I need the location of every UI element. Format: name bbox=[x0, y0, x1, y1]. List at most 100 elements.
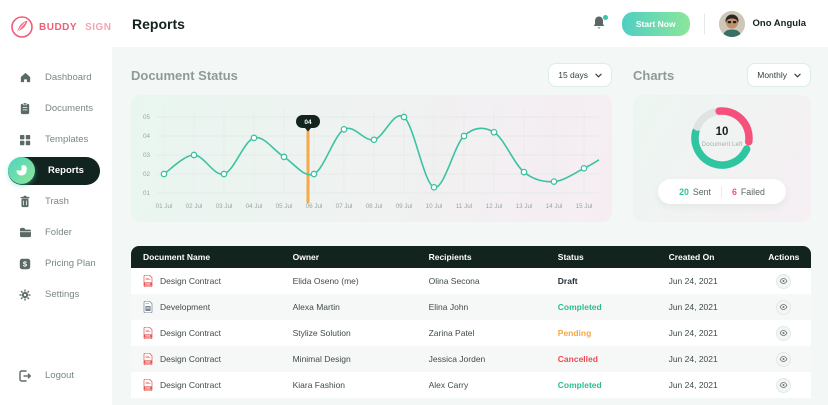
svg-text:PDF: PDF bbox=[145, 334, 151, 338]
eye-icon bbox=[779, 356, 788, 362]
document-name: Design Contract bbox=[160, 328, 221, 338]
table-header-row: Document Name Owner Recipients Status Cr… bbox=[131, 246, 811, 268]
notifications-button[interactable] bbox=[592, 14, 608, 33]
svg-text:04: 04 bbox=[304, 119, 312, 126]
table-row[interactable]: PDF Design Contract Elida Oseno (me) Olina … bbox=[131, 268, 811, 294]
table-body: PDF Design Contract Elida Oseno (me) Olina … bbox=[131, 268, 811, 398]
recipients-cell: Olina Secona bbox=[428, 276, 480, 286]
documents-left-label: Document Left bbox=[701, 140, 743, 148]
svg-text:04 Jul: 04 Jul bbox=[246, 203, 263, 210]
sidebar-item-label: Settings bbox=[45, 289, 80, 300]
header-divider bbox=[703, 13, 705, 34]
sent-count: 20 bbox=[679, 186, 689, 197]
gear-icon bbox=[18, 288, 32, 302]
svg-text:06 Jul: 06 Jul bbox=[306, 203, 323, 210]
grid-icon bbox=[18, 133, 32, 147]
notification-dot bbox=[602, 14, 608, 20]
document-name: Design Contract bbox=[160, 354, 221, 364]
app-logo: BUDDY SIGN bbox=[0, 0, 112, 40]
view-document-button[interactable] bbox=[776, 273, 792, 289]
failed-stat: 6 Failed bbox=[732, 187, 765, 197]
pdf-file-icon: PDF bbox=[143, 379, 153, 391]
trash-icon bbox=[18, 195, 32, 209]
actions-cell bbox=[757, 325, 811, 341]
svg-text:10 Jul: 10 Jul bbox=[426, 203, 443, 210]
svg-text:03: 03 bbox=[143, 152, 151, 159]
status-badge: Pending bbox=[557, 328, 592, 338]
chevron-down-icon bbox=[794, 73, 801, 78]
sidebar-item-folder[interactable]: Folder bbox=[0, 217, 112, 248]
top-header: Reports Start Now Ono Angula bbox=[112, 0, 828, 47]
line-chart: 01 02 03 04 05 01 Jul 02 Jul 03 Jul 04 Jul 05 Jul… bbox=[143, 109, 600, 210]
folder-icon bbox=[18, 226, 32, 240]
sidebar-item-label: Dashboard bbox=[45, 72, 92, 83]
pdf-file-icon: PDF bbox=[143, 327, 153, 339]
eye-icon bbox=[779, 382, 788, 388]
pie-chart-icon bbox=[8, 157, 35, 184]
document-name-cell: Development bbox=[131, 301, 281, 313]
user-menu[interactable]: Ono Angula bbox=[718, 10, 806, 37]
eye-icon bbox=[779, 304, 788, 310]
sidebar-item-label: Folder bbox=[45, 227, 72, 238]
failed-label: Failed bbox=[740, 186, 765, 197]
sidebar-item-pricing-plan[interactable]: $ Pricing Plan bbox=[0, 248, 112, 279]
page-title: Reports bbox=[132, 15, 185, 32]
svg-text:01 Jul: 01 Jul bbox=[156, 203, 173, 210]
logout-icon bbox=[18, 369, 32, 383]
chevron-down-icon bbox=[595, 73, 602, 78]
svg-text:12 Jul: 12 Jul bbox=[486, 203, 503, 210]
document-status-title: Document Status bbox=[131, 67, 238, 83]
pill-divider bbox=[721, 185, 723, 198]
sidebar: BUDDY SIGN Dashboard Documents Templates… bbox=[0, 0, 112, 405]
sidebar-logout-wrap: Logout bbox=[0, 360, 112, 391]
svg-text:13 Jul: 13 Jul bbox=[516, 203, 533, 210]
start-now-button[interactable]: Start Now bbox=[621, 11, 690, 36]
document-status-chart-card: 01 02 03 04 05 01 Jul 02 Jul 03 Jul 04 Jul 05 Jul… bbox=[131, 95, 612, 222]
dollar-icon: $ bbox=[18, 257, 32, 271]
sent-failed-summary: 20 Sent 6 Failed bbox=[658, 179, 786, 204]
sidebar-item-documents[interactable]: Documents bbox=[0, 93, 112, 124]
document-status-range-dropdown[interactable]: 15 days bbox=[548, 63, 612, 87]
sidebar-item-dashboard[interactable]: Dashboard bbox=[0, 62, 112, 93]
avatar bbox=[718, 10, 745, 37]
document-name-cell: PDF Design Contract bbox=[131, 275, 281, 287]
owner-cell: Kiara Fashion bbox=[292, 380, 346, 390]
svg-text:PDF: PDF bbox=[145, 386, 151, 390]
view-document-button[interactable] bbox=[776, 299, 792, 315]
view-document-button[interactable] bbox=[776, 377, 792, 393]
eye-icon bbox=[779, 330, 788, 336]
col-header-document-name: Document Name bbox=[143, 252, 211, 262]
view-document-button[interactable] bbox=[776, 325, 792, 341]
sidebar-item-settings[interactable]: Settings bbox=[0, 279, 112, 310]
sidebar-item-reports[interactable]: Reports bbox=[8, 156, 100, 185]
actions-cell bbox=[757, 273, 811, 289]
charts-title: Charts bbox=[633, 67, 675, 83]
sidebar-item-trash[interactable]: Trash bbox=[0, 186, 112, 217]
col-header-recipients: Recipients bbox=[428, 252, 472, 262]
table-row[interactable]: Development Alexa Martin Elina John Complet… bbox=[131, 294, 811, 320]
user-name: Ono Angula bbox=[752, 18, 806, 29]
sidebar-menu: Dashboard Documents Templates Reports Tr… bbox=[0, 62, 112, 310]
charts-period-dropdown[interactable]: Monthly bbox=[747, 63, 811, 87]
recipients-cell: Jessica Jorden bbox=[428, 354, 486, 364]
donut-chart bbox=[691, 107, 753, 169]
sidebar-item-label: Pricing Plan bbox=[45, 258, 96, 269]
documents-left-value: 10 bbox=[715, 126, 729, 139]
svg-text:11 Jul: 11 Jul bbox=[456, 203, 472, 210]
owner-cell: Minimal Design bbox=[292, 354, 351, 364]
view-document-button[interactable] bbox=[776, 351, 792, 367]
svg-text:03 Jul: 03 Jul bbox=[216, 203, 233, 210]
eye-icon bbox=[779, 278, 788, 284]
svg-text:09 Jul: 09 Jul bbox=[396, 203, 413, 210]
feather-logo-icon bbox=[11, 16, 33, 38]
sidebar-item-templates[interactable]: Templates bbox=[0, 124, 112, 155]
sidebar-item-label: Templates bbox=[45, 134, 89, 145]
table-row[interactable]: PDF Design Contract Stylize Solution Zarina… bbox=[131, 320, 811, 346]
created-on-cell: Jun 24, 2021 bbox=[668, 354, 718, 364]
table-row[interactable]: PDF Design Contract Kiara Fashion Alex Carr… bbox=[131, 372, 811, 398]
recipients-cell: Elina John bbox=[428, 302, 469, 312]
logout-button[interactable]: Logout bbox=[0, 360, 112, 391]
recipients-cell: Alex Carry bbox=[428, 380, 469, 390]
table-row[interactable]: PDF Design Contract Minimal Design Jessica … bbox=[131, 346, 811, 372]
document-name: Design Contract bbox=[160, 380, 221, 390]
